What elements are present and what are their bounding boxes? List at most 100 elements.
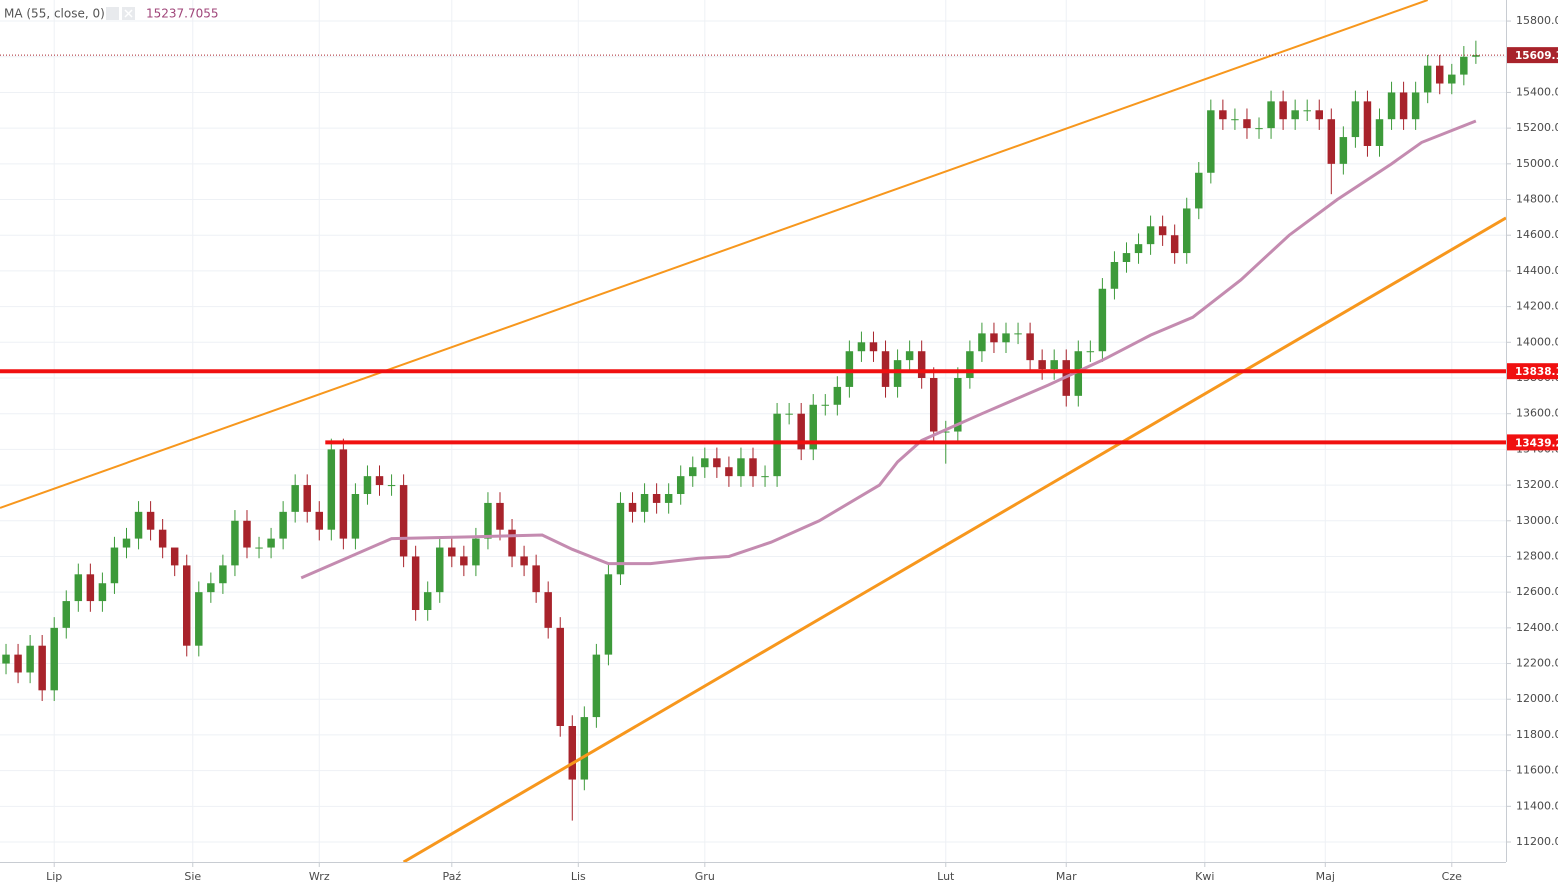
- candle-body: [689, 467, 697, 477]
- candle-body: [303, 485, 311, 512]
- candle-body: [1182, 208, 1191, 254]
- y-tick-label: 15200.0: [1516, 121, 1558, 134]
- candle-body: [195, 592, 203, 646]
- candle-body: [74, 574, 83, 602]
- candle-body: [267, 538, 275, 548]
- candle-body: [520, 556, 528, 566]
- candle-body: [460, 556, 468, 566]
- candle-body: [1291, 110, 1299, 120]
- axes: 11200.0 11400.0 11600.0 11800.0 12000.0 12200…: [46, 14, 1558, 883]
- plot-area: [0, 0, 1506, 862]
- candle-body: [291, 485, 299, 512]
- candle-body: [2, 654, 10, 664]
- candle-body: [411, 556, 420, 611]
- candle-body: [628, 502, 637, 512]
- x-tick-label: Sie: [184, 870, 201, 883]
- candle-body: [98, 583, 107, 602]
- candle-body: [893, 360, 902, 387]
- candle-body: [966, 351, 974, 378]
- candle-body: [990, 333, 998, 343]
- candle-body: [701, 458, 709, 468]
- candle-body: [243, 520, 251, 548]
- candle-body: [1207, 110, 1215, 173]
- candle-body: [592, 654, 601, 718]
- candle-body: [785, 413, 793, 415]
- y-tick-label: 15000.0: [1516, 157, 1558, 170]
- candle-body: [737, 458, 745, 477]
- y-tick-label: 14400.0: [1516, 264, 1558, 277]
- candle-body: [231, 520, 239, 566]
- candle-body: [496, 502, 504, 530]
- y-tick-label: 11600.0: [1516, 764, 1558, 777]
- x-tick-label: Lut: [937, 870, 955, 883]
- candle-body: [917, 351, 926, 378]
- candle-body: [436, 547, 444, 593]
- settings-icon[interactable]: [106, 7, 119, 20]
- y-tick-label: 15800.0: [1516, 14, 1558, 27]
- candle-body: [1460, 56, 1468, 75]
- candle-body: [1026, 333, 1034, 361]
- grid: [0, 0, 1506, 862]
- price-label: 13838.1: [1515, 366, 1558, 378]
- indicator-value: 15237.7055: [146, 7, 219, 21]
- candle-body: [1219, 110, 1227, 120]
- candle-body: [713, 458, 721, 468]
- candle-body: [50, 627, 58, 691]
- candle-body: [1098, 288, 1107, 352]
- candle-body: [62, 601, 70, 628]
- candle-body: [1146, 226, 1155, 245]
- overlay-line: [300, 119, 1477, 580]
- candle-body: [375, 476, 384, 486]
- candle-body: [833, 386, 842, 405]
- candle-body: [568, 726, 577, 780]
- candle-body: [279, 511, 287, 539]
- candle-body: [1267, 101, 1275, 129]
- overlay-line: [0, 0, 1429, 509]
- candle-body: [604, 574, 613, 655]
- candle-body: [905, 351, 914, 361]
- y-tick-label: 12400.0: [1516, 621, 1558, 634]
- candle-body: [749, 458, 757, 477]
- candle-body: [508, 529, 516, 557]
- candle-body: [725, 467, 733, 477]
- candle-body: [1122, 253, 1131, 262]
- candle-body: [797, 413, 805, 450]
- candle-body: [761, 476, 769, 478]
- x-tick-label: Cze: [1442, 870, 1462, 883]
- candle-body: [664, 493, 673, 503]
- candle-body: [1399, 92, 1408, 120]
- candle-body: [1351, 101, 1360, 138]
- candle-body: [1243, 119, 1251, 129]
- overlay-line: [402, 216, 1506, 862]
- candle-body: [821, 404, 830, 406]
- y-tick-label: 14200.0: [1516, 300, 1558, 313]
- y-tick-label: 12800.0: [1516, 549, 1558, 562]
- candle-body: [14, 654, 22, 673]
- candle-body: [1363, 101, 1372, 146]
- candle-body: [1002, 333, 1010, 343]
- candle-body: [339, 449, 348, 539]
- candle-body: [1472, 55, 1480, 57]
- candle-body: [1375, 119, 1384, 146]
- candle-body: [1050, 360, 1058, 370]
- candle-body: [1423, 65, 1432, 93]
- candle-body: [773, 413, 781, 477]
- x-tick-label: Lis: [571, 870, 586, 883]
- candle-body: [1086, 351, 1095, 353]
- y-tick-label: 13000.0: [1516, 514, 1558, 527]
- candle-body: [1436, 65, 1444, 84]
- candle-body: [1134, 244, 1143, 254]
- candle-body: [869, 342, 878, 352]
- price-label-box: [1507, 434, 1558, 451]
- candle-body: [484, 502, 492, 539]
- candle-body: [881, 351, 890, 387]
- price-label: 13439.2: [1515, 437, 1558, 449]
- y-tick-label: 12600.0: [1516, 585, 1558, 598]
- candle-body: [616, 502, 625, 575]
- candle-body: [158, 529, 167, 548]
- candle-body: [640, 493, 649, 512]
- candle-body: [1195, 172, 1203, 209]
- candle-body: [122, 538, 131, 548]
- price-label: 15609.1: [1515, 50, 1558, 62]
